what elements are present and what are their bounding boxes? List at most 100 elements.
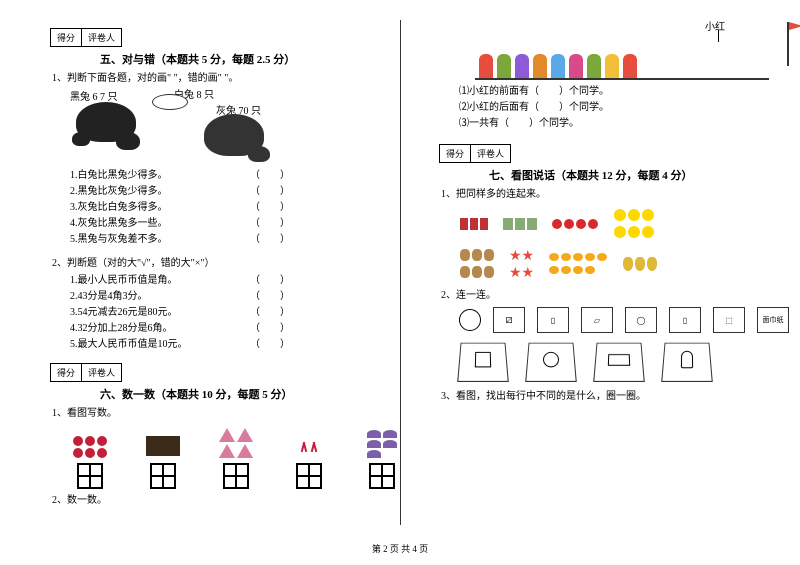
q5-1-items: 1.白兔比黑兔少得多。（ ） 2.黑兔比灰兔少得多。（ ） 3.灰兔比白兔多得多…	[50, 168, 409, 248]
black-rabbit-label: 黑兔 6 7 只	[70, 88, 118, 103]
q7-2: 2、连一连。	[441, 288, 789, 303]
column-divider	[400, 20, 401, 525]
drum-icon: ◯	[625, 307, 657, 333]
paren: （ ）	[250, 216, 290, 232]
paren: （ ）	[250, 168, 290, 184]
count-item-chocolate	[135, 436, 190, 489]
smiley-group	[613, 208, 655, 242]
rabbit-illustration: 黑兔 6 7 只 白兔 8 只 灰兔 70 只	[70, 88, 320, 168]
arrow-line	[718, 30, 719, 42]
left-column: 得分 评卷人 五、对与错（本题共 5 分，每题 2.5 分） 1、判断下面各题，…	[50, 28, 409, 510]
kid-icon	[551, 54, 565, 78]
kid-icon	[569, 54, 583, 78]
apple-group	[551, 218, 599, 233]
count-item-scissors	[281, 442, 336, 489]
q6-1: 1、看图写数。	[52, 406, 409, 421]
judge-item: 4.32分加上28分是6角。（ ）	[70, 321, 290, 337]
q5-1-stem: 1、判断下面各题，对的画" "，错的画" "。	[52, 71, 409, 86]
section7-title: 七、看图说话（本题共 12 分，每题 4 分）	[489, 167, 789, 183]
paren: （ ）	[250, 305, 290, 321]
count-grid	[296, 463, 322, 489]
judge-item: 2.43分是4角3分。（ ）	[70, 289, 290, 305]
fill-item: ⑶一共有（ ）个同学。	[459, 116, 789, 132]
bin-cube	[457, 343, 509, 382]
can2-icon: ▯	[669, 307, 701, 333]
score-box: 得分 评卷人	[50, 28, 122, 47]
ground-line	[475, 78, 769, 80]
q6-2: 2、数一数。	[52, 493, 409, 508]
grader-label: 评卷人	[82, 364, 121, 381]
chick-group	[548, 252, 608, 278]
bin-cylinder	[661, 343, 713, 382]
judge-item: 1.最小人民币币值是角。（ ）	[70, 273, 290, 289]
score-box: 得分 评卷人	[50, 363, 122, 382]
section5-title: 五、对与错（本题共 5 分，每题 2.5 分）	[100, 51, 409, 67]
soccer-icon	[459, 309, 481, 331]
unknown-group	[503, 218, 537, 233]
count-grid	[369, 463, 395, 489]
white-rabbit-cluster	[152, 94, 188, 110]
judge-item: 4.灰兔比黑兔多一些。（ ）	[70, 216, 290, 232]
bin-row	[459, 341, 789, 381]
paren: （ ）	[250, 200, 290, 216]
can-icon: ▯	[537, 307, 569, 333]
count-grid	[77, 463, 103, 489]
kids-row: 小红	[479, 28, 789, 78]
kid-icon	[479, 54, 493, 78]
flag-icon	[787, 22, 789, 66]
q5-2-stem: 2、判断题（对的大"√"，错的大"×"）	[52, 256, 409, 271]
paren: （ ）	[250, 273, 290, 289]
eraser-icon: ▱	[581, 307, 613, 333]
judge-item: 3.灰兔比白兔多得多。（ ）	[70, 200, 290, 216]
dice-icon: ⚂	[493, 307, 525, 333]
q5-2-items: 1.最小人民币币值是角。（ ） 2.43分是4角3分。（ ） 3.54元减去26…	[50, 273, 409, 353]
pear-group	[622, 256, 658, 275]
score-label: 得分	[51, 29, 82, 46]
count-item-cherries	[62, 435, 117, 489]
paren: （ ）	[250, 232, 290, 248]
judge-item: 5.最大人民币币值是10元。（ ）	[70, 337, 290, 353]
score-box: 得分 评卷人	[439, 144, 511, 163]
xiaohong-label: 小红	[705, 18, 725, 33]
kid-icon	[605, 54, 619, 78]
count-row	[62, 427, 409, 489]
paren: （ ）	[250, 184, 290, 200]
tissue-icon: 面巾纸	[757, 307, 789, 333]
fill-item: ⑵小红的后面有（ ）个同学。	[459, 100, 789, 116]
object-row: ⚂ ▯ ▱ ◯ ▯ ⬚ 面巾纸	[459, 307, 789, 333]
grader-label: 评卷人	[471, 145, 510, 162]
cube-icon: ⬚	[713, 307, 745, 333]
fill-item: ⑴小红的前面有（ ）个同学。	[459, 84, 789, 100]
paren: （ ）	[250, 289, 290, 305]
candy-group	[459, 217, 489, 234]
score-label: 得分	[51, 364, 82, 381]
bin-sphere	[525, 343, 577, 382]
paren: （ ）	[250, 321, 290, 337]
score-label: 得分	[440, 145, 471, 162]
star-group: ★★★★	[509, 248, 534, 282]
kid-icon	[515, 54, 529, 78]
black-rabbit-cluster	[76, 102, 136, 142]
judge-item: 1.白兔比黑兔少得多。（ ）	[70, 168, 290, 184]
count-grid	[223, 463, 249, 489]
judge-item: 5.黑兔与灰兔差不多。（ ）	[70, 232, 290, 248]
page-footer: 第 2 页 共 4 页	[0, 542, 800, 555]
q7-1: 1、把同样多的连起来。	[441, 187, 789, 202]
judge-item: 2.黑兔比灰兔少得多。（ ）	[70, 184, 290, 200]
bin-cuboid	[593, 343, 645, 382]
bear-group	[459, 248, 495, 282]
right-column: 小红 ⑴小红的前面有（ ）个同学。 ⑵小红的后面有（ ）个同学。 ⑶一共有（ ）…	[439, 28, 789, 510]
kid-icon	[587, 54, 601, 78]
kid-icon	[533, 54, 547, 78]
judge-item: 3.54元减去26元是80元。（ ）	[70, 305, 290, 321]
match-row-top	[459, 208, 789, 242]
count-item-trees	[208, 427, 263, 489]
gray-rabbit-cluster	[204, 114, 264, 156]
paren: （ ）	[250, 337, 290, 353]
section6-title: 六、数一数（本题共 10 分，每题 5 分）	[100, 386, 409, 402]
match-row-bottom: ★★★★	[459, 248, 789, 282]
q7-3: 3、看图，找出每行中不同的是什么，圈一圈。	[441, 389, 789, 404]
kid-icon	[497, 54, 511, 78]
count-grid	[150, 463, 176, 489]
grader-label: 评卷人	[82, 29, 121, 46]
